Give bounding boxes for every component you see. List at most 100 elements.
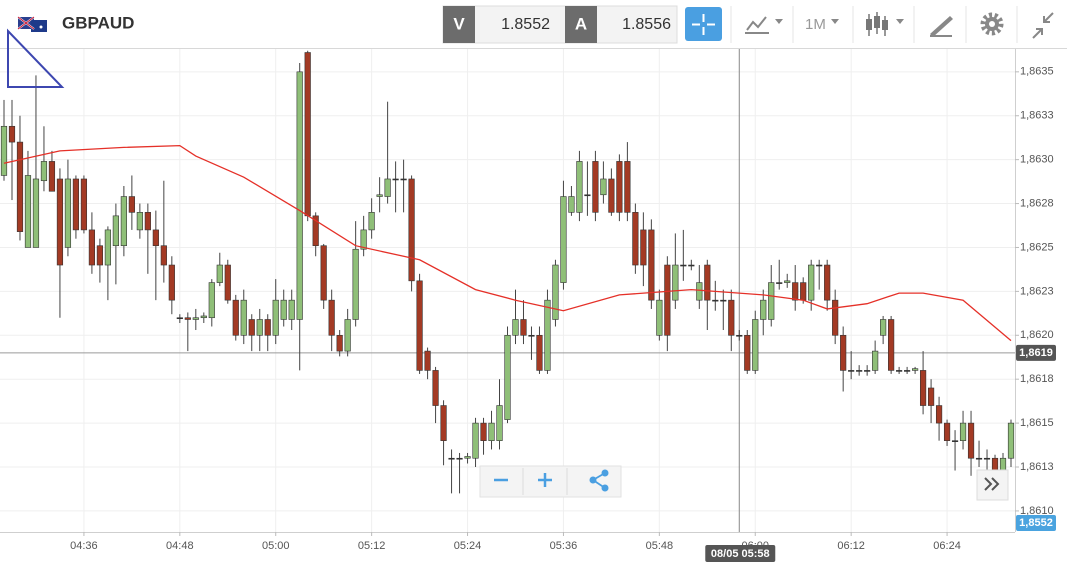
candle-body: [927, 387, 935, 406]
candle-body: [368, 212, 375, 231]
y-tick-label: 1,8618: [1020, 373, 1054, 385]
candle-body: [432, 370, 439, 406]
candle-body: [528, 334, 535, 337]
share-button[interactable]: [589, 469, 609, 492]
candle-body: [280, 299, 287, 320]
candle-body: [440, 405, 447, 441]
bid-price: 1.8552: [501, 16, 550, 33]
zoom-in-button[interactable]: [524, 467, 566, 496]
candle-body: [104, 229, 111, 266]
candle-body: [520, 319, 527, 336]
candle-body: [472, 422, 479, 459]
candle-body: [728, 299, 735, 336]
candle-body: [688, 264, 695, 267]
candle-body: [568, 196, 575, 213]
candle-body: [624, 161, 631, 213]
candle-body: [943, 422, 951, 441]
candle-body: [840, 334, 847, 371]
candle-body: [1007, 422, 1015, 459]
ask-label[interactable]: A: [575, 14, 587, 33]
chart-type-button[interactable]: [745, 16, 783, 34]
bid-tag: [1016, 515, 1056, 531]
candle-body: [224, 264, 231, 301]
candle-body: [991, 457, 999, 471]
candle-body: [720, 299, 727, 302]
candle-body: [56, 178, 64, 266]
candle-body: [392, 178, 399, 181]
scroll-end-button[interactable]: [976, 469, 1009, 501]
candle-body: [248, 319, 255, 336]
candle-body: [904, 370, 911, 372]
candle-body: [704, 264, 711, 301]
candle-body: [24, 175, 32, 248]
candle-body: [656, 299, 663, 336]
candle-body: [0, 125, 8, 176]
candle-body: [144, 212, 151, 231]
candle-body: [192, 317, 199, 320]
quote-box: [442, 5, 678, 44]
candle-body: [200, 315, 207, 319]
collapse-button[interactable]: [1032, 12, 1054, 39]
draw-button[interactable]: [930, 16, 953, 37]
settings-button[interactable]: [980, 12, 1004, 36]
candle-body: [80, 178, 88, 231]
toolbar: GBPAUD V 1.8552 A 1.8556 1M: [0, 0, 1067, 49]
candle-body: [776, 282, 783, 284]
candle-body: [592, 161, 599, 213]
candle-body: [448, 457, 455, 460]
candle-body: [232, 299, 239, 336]
crosshair-button[interactable]: [685, 7, 722, 41]
drawn-triangle[interactable]: [7, 28, 65, 88]
moving-average: [3, 144, 1012, 342]
candle-body: [8, 125, 16, 143]
candle-body: [808, 264, 815, 301]
candle-body: [736, 334, 743, 337]
candle-body: [64, 178, 72, 248]
candle-body: [464, 456, 471, 459]
candle-body: [856, 370, 863, 372]
y-tick-label: 1,8628: [1020, 197, 1054, 209]
timeframe-arrow[interactable]: [831, 19, 839, 24]
candle-body: [320, 245, 327, 301]
candle-body: [816, 264, 823, 267]
candle-body: [400, 178, 407, 181]
y-tick-label: 1,8610: [1020, 505, 1054, 517]
zoom-out-button[interactable]: [481, 467, 523, 496]
timeframe[interactable]: 1M: [805, 16, 826, 33]
candle-body: [456, 457, 463, 460]
candle-body: [40, 161, 48, 182]
candle-body: [208, 282, 215, 319]
candle-body: [32, 178, 40, 248]
x-tick-label: 04:48: [166, 540, 194, 552]
candle-body: [896, 370, 903, 372]
crosshair-label: 08/05 05:58: [711, 548, 770, 560]
bid-label[interactable]: V: [453, 14, 465, 33]
bid-button[interactable]: [443, 6, 475, 43]
candle-body: [336, 334, 343, 352]
ask-button[interactable]: [565, 6, 597, 43]
candle-body: [640, 229, 647, 266]
candle-body: [967, 422, 975, 459]
candle-body: [935, 405, 943, 424]
zoom-controls: [479, 465, 622, 498]
candle-body: [136, 212, 143, 231]
candle-body: [48, 161, 56, 192]
candle-body: [951, 440, 959, 442]
candle-body: [512, 319, 519, 336]
candle-body: [680, 264, 687, 267]
candle-body: [296, 71, 303, 320]
candle-body: [288, 299, 295, 320]
x-tick-label: 05:00: [262, 540, 290, 552]
candle-body: [112, 215, 119, 247]
candle-body: [384, 178, 391, 197]
candle-body: [256, 319, 263, 336]
candle-body: [824, 264, 831, 301]
candle-body: [536, 334, 543, 371]
candle-style-button[interactable]: [866, 12, 904, 36]
candle-body: [240, 299, 247, 336]
y-tick-label: 1,8615: [1020, 417, 1054, 429]
candle-body: [264, 319, 271, 336]
candle-body: [88, 229, 96, 266]
x-tick-label: 05:24: [454, 540, 482, 552]
